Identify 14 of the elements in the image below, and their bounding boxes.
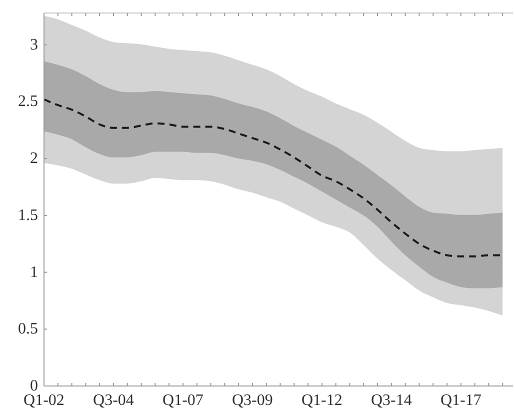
y-tick-label: 1.5 bbox=[18, 206, 38, 224]
x-tick-label: Q3-14 bbox=[370, 392, 412, 409]
x-tick-label: Q1-12 bbox=[301, 392, 342, 409]
x-tick-label: Q3-09 bbox=[232, 392, 273, 409]
x-tick-label: Q1-17 bbox=[440, 392, 482, 409]
x-tick-label: Q3-04 bbox=[93, 392, 134, 409]
x-tick-label: Q1-02 bbox=[24, 392, 64, 409]
y-tick-label: 0.5 bbox=[18, 320, 38, 338]
y-tick-label: 2 bbox=[30, 150, 38, 168]
y-tick-label: 2.5 bbox=[18, 93, 38, 110]
y-tick-label: 0 bbox=[30, 378, 38, 394]
y-tick-label: 3 bbox=[30, 36, 38, 54]
y-tick-label: 1 bbox=[30, 264, 38, 281]
x-tick-label: Q1-07 bbox=[162, 392, 204, 409]
